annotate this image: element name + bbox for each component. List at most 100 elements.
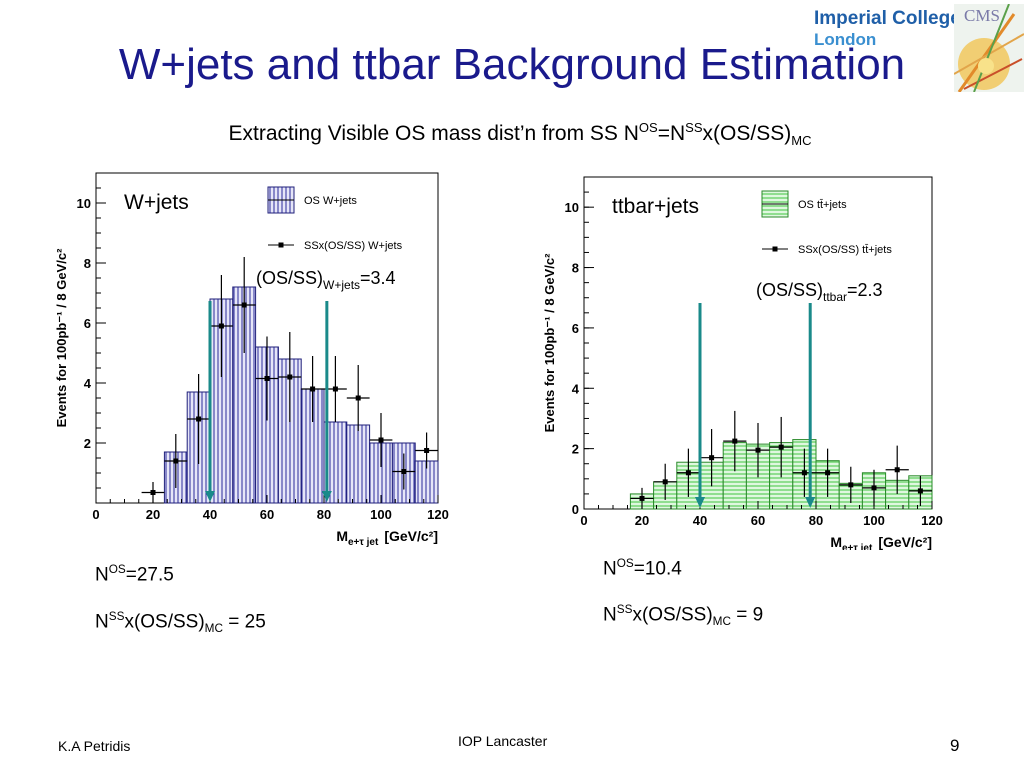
wjets-chart: 0 20 40 60 80 100 120 2 4 6 8 10 OS W+jets SSx(OS/SS)… — [40, 160, 450, 550]
ttbar-data-point — [894, 467, 900, 473]
wjets-data-point — [218, 323, 224, 329]
ttbar-chart-svg: 0 20 40 60 80 100 120 0 2 4 6 8 10 OS tt̄+jets SSx(OS/… — [542, 176, 943, 554]
wjets-marker-arrowhead — [321, 491, 332, 502]
ttbar-nss-n: N — [603, 604, 617, 626]
footer-venue: IOP Lancaster — [458, 733, 548, 749]
ttbar-nos-sup: OS — [616, 557, 634, 570]
wjets-data-point — [173, 458, 179, 464]
ttbar-legend-swatch-points — [772, 246, 778, 252]
subtitle-main: Extracting Visible OS mass dist’n from S… — [228, 122, 639, 145]
subtitle-tail: x(OS/SS) — [702, 122, 792, 145]
wjets-ratio-sub: W+jets — [323, 278, 360, 292]
subtitle-sub-mc: MC — [791, 133, 812, 149]
ttbar-data-point — [639, 495, 645, 501]
ttbar-y-tick-label: 6 — [572, 321, 579, 336]
wjets-nss-val: = 25 — [222, 611, 266, 633]
wjets-x-tick-label: 100 — [370, 507, 392, 522]
logo-block: Imperial College London CMS — [810, 4, 1024, 92]
slide-title: W+jets and ttbar Background Estimation — [118, 40, 906, 89]
ttbar-nss: NSSx(OS/SS)MC = 9 — [603, 603, 763, 628]
ttbar-data-point — [848, 482, 854, 488]
wjets-data-point — [196, 416, 202, 422]
ttbar-nos: NOS=10.4 — [603, 557, 682, 580]
ttbar-x-tick-label: 60 — [751, 513, 765, 528]
wjets-x-axis-title-sub: e+τ jet — [348, 537, 379, 548]
wjets-nss: NSSx(OS/SS)MC = 25 — [95, 610, 266, 635]
wjets-data-point — [241, 302, 247, 308]
ttbar-y-tick-label: 2 — [572, 442, 579, 457]
wjets-data-point — [401, 469, 407, 474]
ttbar-data-point — [709, 455, 715, 461]
ttbar-legend-points-label: SSx(OS/SS) tt̄+jets — [798, 244, 892, 256]
ttbar-data-point — [685, 470, 691, 476]
ttbar-nss-val: = 9 — [730, 604, 764, 626]
wjets-data-point — [310, 386, 316, 392]
wjets-legend-hist-label: OS W+jets — [304, 195, 357, 207]
ttbar-ratio-main: (OS/SS) — [756, 280, 823, 300]
ttbar-marker-arrowhead — [805, 497, 816, 508]
ttbar-y-tick-label: 4 — [572, 381, 580, 396]
wjets-data-point — [150, 490, 156, 495]
ttbar-ratio-label: (OS/SS)ttbar=2.3 — [756, 280, 883, 304]
slide-subtitle: Extracting Visible OS mass dist’n from S… — [0, 120, 1024, 148]
wjets-y-tick-label: 10 — [77, 196, 91, 211]
wjets-nss-mid: x(OS/SS) — [124, 611, 205, 633]
ttbar-data-point — [801, 470, 807, 476]
wjets-y-tick-label: 2 — [84, 436, 91, 451]
ttbar-y-tick-label: 8 — [572, 261, 579, 276]
ttbar-x-tick-label: 0 — [580, 513, 587, 528]
cms-logo-icon — [954, 4, 1024, 92]
ttbar-nss-sub: MC — [712, 615, 731, 629]
wjets-data-point — [378, 437, 384, 443]
ttbar-data-point — [732, 438, 738, 444]
wjets-x-tick-label: 40 — [203, 507, 217, 522]
wjets-y-tick-label: 6 — [84, 316, 91, 331]
ttbar-y-axis-title: Events for 100pb⁻¹ / 8 GeV/c² — [542, 253, 557, 432]
wjets-x-axis-title-m: M — [336, 528, 348, 544]
cms-logo-text: CMS — [964, 6, 1000, 25]
wjets-y-tick-label: 4 — [84, 376, 92, 391]
wjets-data-point — [287, 374, 293, 380]
ttbar-y-tick-label: 0 — [572, 502, 579, 517]
ttbar-x-axis-title: Me+τ jet [GeV/c²] — [830, 534, 932, 550]
wjets-x-tick-label: 20 — [146, 507, 160, 522]
wjets-x-axis-title: Me+τ jet [GeV/c²] — [336, 528, 438, 548]
ttbar-nss-sup: SS — [616, 603, 633, 616]
ttbar-data-point — [755, 447, 761, 453]
wjets-y-axis-title: Events for 100pb⁻¹ / 8 GeV/c² — [54, 248, 69, 427]
wjets-nos-val: =27.5 — [125, 564, 174, 586]
ttbar-panel-label: ttbar+jets — [612, 195, 699, 218]
footer-page-number: 9 — [950, 736, 960, 755]
wjets-ratio-val: =3.4 — [360, 268, 396, 288]
wjets-data-point — [332, 386, 338, 392]
wjets-data-point — [424, 448, 430, 453]
subtitle-sup-os: OS — [638, 120, 658, 135]
wjets-data-point — [355, 395, 361, 401]
wjets-ratio-label: (OS/SS)W+jets=3.4 — [256, 268, 396, 292]
wjets-x-tick-label: 80 — [317, 507, 331, 522]
ttbar-marker-arrowhead — [695, 497, 705, 508]
ttbar-x-tick-label: 40 — [693, 513, 707, 528]
subtitle-sup-ss: SS — [685, 120, 703, 135]
wjets-nss-n: N — [95, 611, 109, 633]
ttbar-nss-mid: x(OS/SS) — [632, 604, 713, 626]
wjets-panel-label: W+jets — [124, 191, 189, 214]
ttbar-x-axis-title-sub: e+τ jet — [842, 543, 873, 550]
wjets-data-point — [264, 376, 270, 381]
wjets-chart-svg: 0 20 40 60 80 100 120 2 4 6 8 10 OS W+jets SSx(OS/SS)… — [54, 172, 449, 548]
wjets-marker-arrowhead — [205, 491, 215, 502]
ttbar-y-tick-label: 10 — [565, 200, 579, 215]
ttbar-x-axis-title-unit: [GeV/c²] — [878, 534, 932, 550]
wjets-nos-sup: OS — [108, 563, 126, 576]
wjets-x-tick-label: 60 — [260, 507, 274, 522]
ttbar-data-point — [778, 444, 784, 450]
footer-author: K.A Petridis — [58, 738, 131, 754]
ttbar-ratio-sub: ttbar — [823, 290, 847, 304]
wjets-nss-sub: MC — [204, 622, 223, 636]
ttbar-data-point — [825, 470, 831, 476]
wjets-ratio-main: (OS/SS) — [256, 268, 323, 288]
ttbar-legend-hist-label: OS tt̄+jets — [798, 199, 847, 211]
subtitle-eq: =N — [657, 122, 686, 145]
ttbar-nos-n: N — [603, 558, 617, 580]
ttbar-x-tick-label: 100 — [863, 513, 885, 528]
